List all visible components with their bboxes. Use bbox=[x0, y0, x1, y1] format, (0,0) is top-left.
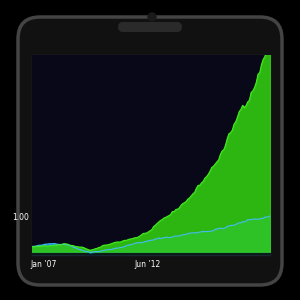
Text: Apr ’18: Apr ’18 bbox=[224, 169, 250, 175]
FancyBboxPatch shape bbox=[18, 17, 282, 285]
Text: Jun ’12: Jun ’12 bbox=[135, 260, 161, 269]
FancyBboxPatch shape bbox=[32, 55, 270, 255]
Text: S&P100
= 1.76: S&P100 = 1.76 bbox=[223, 145, 252, 159]
Text: Brockmann Method =: Brockmann Method = bbox=[40, 67, 152, 77]
Text: 6.65: 6.65 bbox=[193, 64, 233, 80]
Circle shape bbox=[148, 13, 156, 21]
FancyBboxPatch shape bbox=[118, 22, 182, 32]
Text: 1.00: 1.00 bbox=[12, 212, 29, 221]
Text: Jan ’07: Jan ’07 bbox=[30, 260, 56, 269]
